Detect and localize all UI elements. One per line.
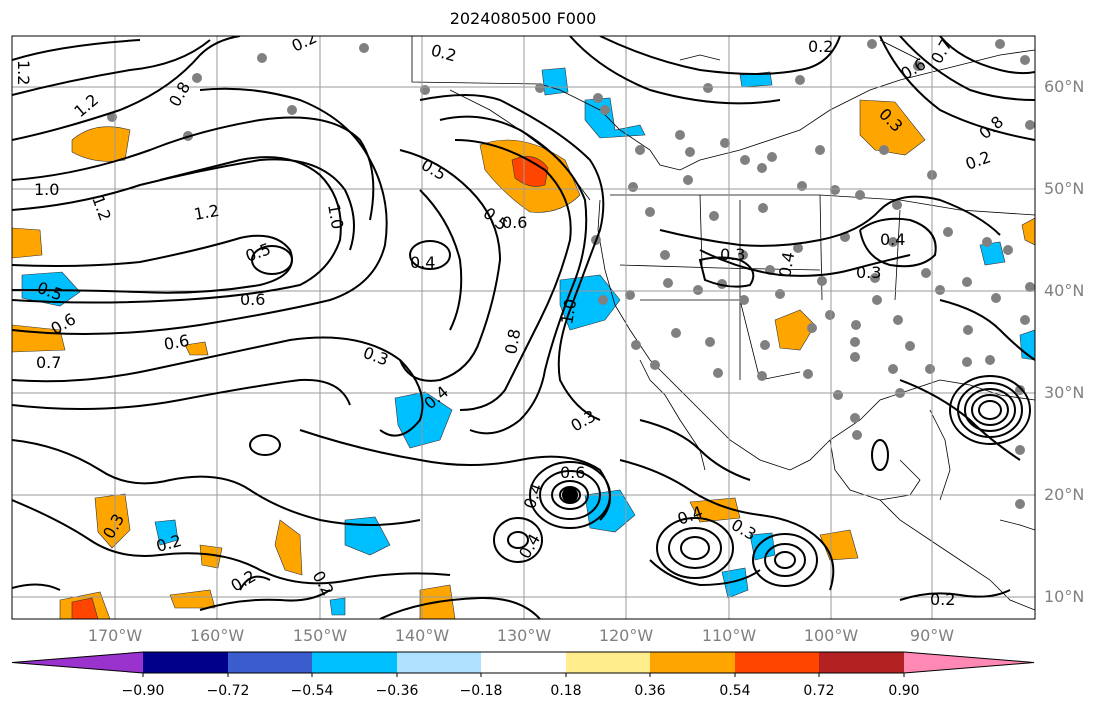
- svg-text:0.8: 0.8: [501, 327, 524, 355]
- lat-label-50n: 50°N: [1044, 179, 1085, 198]
- lon-label-150w: 150°W: [292, 626, 348, 645]
- svg-text:0.3: 0.3: [856, 263, 881, 282]
- lat-label-40n: 40°N: [1044, 281, 1085, 300]
- map-title: 2024080500 F000: [449, 9, 597, 28]
- svg-text:0.4: 0.4: [880, 230, 905, 249]
- svg-text:0.6: 0.6: [162, 331, 190, 354]
- svg-text:0.3: 0.3: [720, 245, 745, 264]
- svg-text:1.0: 1.0: [324, 202, 347, 230]
- svg-text:0.2: 0.2: [808, 37, 833, 56]
- lat-label-60n: 60°N: [1044, 77, 1085, 96]
- svg-text:0.6: 0.6: [240, 290, 265, 309]
- lon-label-130w: 130°W: [496, 626, 552, 645]
- positive-anomaly-shading: [12, 99, 1035, 619]
- storm-center-marker: [562, 487, 578, 503]
- svg-text:0.7: 0.7: [36, 353, 61, 372]
- strong-positive-shading: [71, 156, 549, 619]
- svg-text:1.0: 1.0: [34, 180, 59, 199]
- lon-label-140w: 140°W: [394, 626, 450, 645]
- colorbar-tick: 0.18: [550, 683, 582, 699]
- negative-anomaly-shading: [21, 67, 1035, 616]
- colorbar-tick: 0.72: [803, 683, 835, 699]
- colorbar-tick: −0.18: [459, 683, 503, 699]
- lon-label-160w: 160°W: [189, 626, 245, 645]
- lon-label-90w: 90°W: [909, 626, 955, 645]
- lon-label-170w: 170°W: [87, 626, 143, 645]
- svg-text:0.6: 0.6: [502, 213, 527, 232]
- svg-text:1.0: 1.0: [557, 297, 580, 325]
- svg-text:1.2: 1.2: [192, 201, 220, 224]
- lat-label-20n: 20°N: [1044, 485, 1085, 504]
- colorbar-tick: 0.90: [888, 683, 920, 699]
- colorbar-tick: 0.54: [719, 683, 751, 699]
- lat-label-30n: 30°N: [1044, 383, 1085, 402]
- station-markers: [107, 39, 1035, 509]
- svg-text:1.2: 1.2: [14, 60, 33, 85]
- svg-text:0.4: 0.4: [775, 250, 798, 278]
- colorbar-tick: −0.72: [206, 683, 250, 699]
- colorbar-tick: −0.54: [290, 683, 334, 699]
- lon-label-110w: 110°W: [701, 626, 757, 645]
- colorbar-tick: −0.36: [375, 683, 419, 699]
- svg-text:0.2: 0.2: [930, 590, 955, 609]
- svg-text:0.6: 0.6: [560, 463, 585, 482]
- lat-label-10n: 10°N: [1044, 587, 1085, 606]
- colorbar-tick: 0.36: [634, 683, 666, 699]
- graticule: [12, 36, 1035, 619]
- map-frame: [11, 35, 1036, 620]
- svg-text:0.4: 0.4: [410, 253, 435, 272]
- closed-contours: [249, 240, 1031, 587]
- lon-label-100w: 100°W: [803, 626, 859, 645]
- colorbar-tick: −0.90: [121, 683, 165, 699]
- lon-label-120w: 120°W: [598, 626, 654, 645]
